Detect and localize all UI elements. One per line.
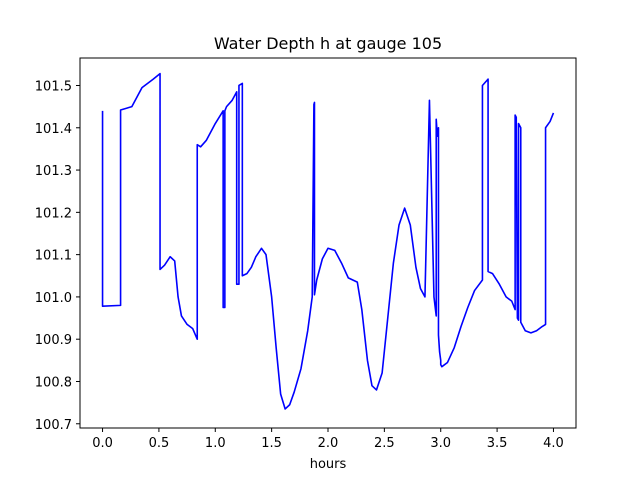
x-tick-label: 1.0 bbox=[205, 436, 226, 451]
y-tick-label: 101.5 bbox=[35, 79, 72, 94]
plot-area bbox=[80, 58, 576, 428]
y-tick-label: 101.2 bbox=[35, 206, 72, 221]
y-tick-label: 100.9 bbox=[35, 333, 72, 348]
y-tick-label: 101.3 bbox=[35, 164, 72, 179]
y-tick-label: 101.0 bbox=[35, 291, 72, 306]
x-tick-label: 0.5 bbox=[149, 436, 170, 451]
series-layer bbox=[101, 72, 555, 410]
chart-title: Water Depth h at gauge 105 bbox=[214, 34, 442, 53]
y-tick-label: 100.8 bbox=[35, 375, 72, 390]
y-tick-label: 101.1 bbox=[35, 249, 72, 264]
x-tick-label: 2.0 bbox=[318, 436, 339, 451]
x-axis-label: hours bbox=[310, 457, 347, 472]
series-line-0 bbox=[101, 72, 555, 410]
x-tick-label: 3.0 bbox=[430, 436, 451, 451]
x-tick-label: 0.0 bbox=[92, 436, 113, 451]
x-tick-label: 3.5 bbox=[487, 436, 508, 451]
x-tick-label: 2.5 bbox=[374, 436, 395, 451]
axes-layer: 0.0 0.5 1.0 1.5 2.0 2.5 3.0 3.5 4.0 100.7 100.8 100… bbox=[35, 57, 577, 451]
x-tick-label: 1.5 bbox=[261, 436, 282, 451]
x-tick-label: 4.0 bbox=[543, 436, 564, 451]
y-tick-label: 100.7 bbox=[35, 418, 72, 433]
y-tick-label: 101.4 bbox=[35, 122, 72, 137]
